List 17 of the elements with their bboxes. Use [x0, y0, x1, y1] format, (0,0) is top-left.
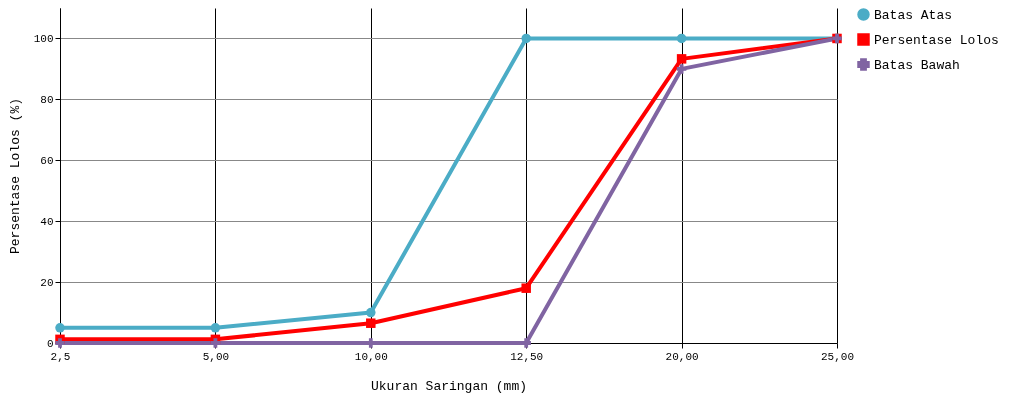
legend-label: Batas Atas	[874, 7, 953, 23]
x-tick-label: 25,00	[820, 350, 855, 363]
x-tick-label: 20,00	[665, 350, 699, 363]
y-tick-label: 100	[33, 32, 54, 45]
y-tick-label: 40	[40, 215, 54, 228]
y-tick-label: 0	[46, 337, 54, 350]
y-tick-label: 80	[40, 93, 54, 106]
legend-label: Batas Bawah	[874, 57, 960, 73]
x-tick-label: 5,00	[202, 350, 230, 363]
legend-label: Persentase Lolos	[874, 32, 999, 48]
x-tick-label: 2,5	[50, 350, 71, 363]
x-axis-title: Ukuran Saringan (mm)	[370, 378, 528, 394]
x-tick-label: 12,50	[510, 350, 544, 363]
y-tick-label: 20	[40, 276, 54, 289]
y-axis-title: Persentase Lolos (%)	[7, 97, 23, 255]
x-tick-label: 10,00	[354, 350, 388, 363]
y-tick-label: 60	[40, 154, 54, 167]
